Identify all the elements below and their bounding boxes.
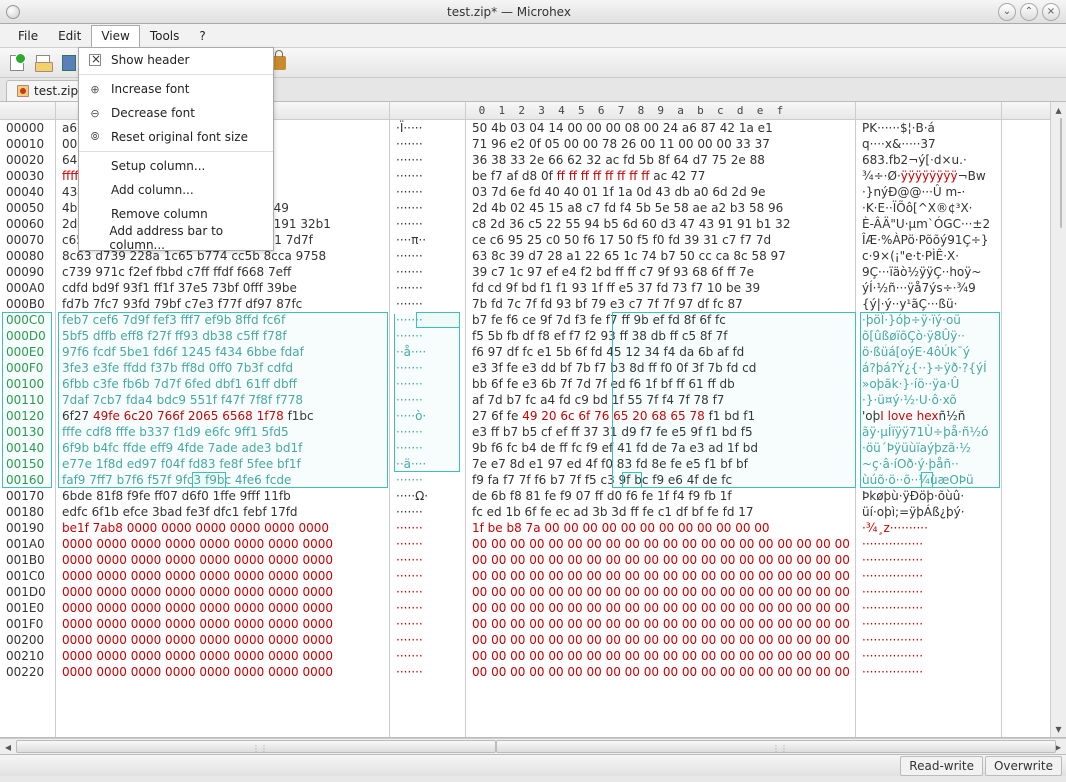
hscroll-thumb-1[interactable]: ⋮⋮ xyxy=(16,740,496,753)
new-file-button[interactable] xyxy=(6,52,28,74)
hscroll-thumb-2[interactable]: ⋮⋮ xyxy=(496,740,1056,753)
save-file-icon xyxy=(62,55,76,71)
file-icon xyxy=(17,85,29,97)
menu-tools[interactable]: Tools xyxy=(140,25,190,47)
menu-separator xyxy=(79,74,273,75)
menu-add-column-label: Add column... xyxy=(111,183,194,197)
header-addr xyxy=(0,102,55,120)
hex-column-2[interactable]: 50 4b 03 04 14 00 00 00 08 00 24 a6 87 4… xyxy=(466,120,855,680)
menu-remove-column-label: Remove column xyxy=(111,207,208,221)
menu-remove-column[interactable]: Remove column xyxy=(79,202,273,226)
header-ascii1 xyxy=(390,102,465,120)
menu-increase-font[interactable]: ⊕ Increase font xyxy=(79,77,273,101)
status-readwrite[interactable]: Read-write xyxy=(900,756,983,776)
menu-add-addr-bar-label: Add address bar to column... xyxy=(109,224,265,252)
menu-add-addr-bar[interactable]: Add address bar to column... xyxy=(79,226,273,250)
menu-decrease-font[interactable]: ⊖ Decrease font xyxy=(79,101,273,125)
header-hex2: 0 1 2 3 4 5 6 7 8 9 a b c d e f xyxy=(466,102,855,120)
menubar: File Edit View Tools ? xyxy=(0,24,1066,48)
menu-setup-column[interactable]: Setup column... xyxy=(79,154,273,178)
header-ascii2 xyxy=(856,102,1001,120)
menu-file[interactable]: File xyxy=(8,25,48,47)
menu-show-header-label: Show header xyxy=(111,53,189,67)
menu-show-header[interactable]: Show header xyxy=(79,48,273,72)
menu-view[interactable]: View xyxy=(91,25,139,47)
tab-label: test.zip* xyxy=(34,84,84,98)
menu-reset-font-label: Reset original font size xyxy=(111,130,248,144)
zoom-out-icon: ⊖ xyxy=(87,105,103,121)
minimize-button[interactable]: ⌄ xyxy=(998,3,1016,21)
zoom-reset-icon: ⦾ xyxy=(87,129,103,145)
ascii-column-2[interactable]: PK······$¦·B·áq····x&·····37683.fb2¬ý[·d… xyxy=(856,120,1001,680)
view-menu-dropdown: Show header ⊕ Increase font ⊖ Decrease fon… xyxy=(78,47,274,251)
horizontal-scrollbar[interactable]: ◂ ⋮⋮ ⋮⋮ ▸ xyxy=(0,738,1066,754)
save-file-button[interactable] xyxy=(58,52,80,74)
address-column: 0000000010000200003000040000500006000070… xyxy=(0,120,55,680)
window-titlebar: test.zip* — Microhex ⌄ ⌃ × xyxy=(0,0,1066,24)
close-button[interactable]: × xyxy=(1042,3,1060,21)
checkbox-icon xyxy=(89,54,101,66)
lock-icon xyxy=(272,56,286,70)
menu-edit[interactable]: Edit xyxy=(48,25,91,47)
zoom-in-icon: ⊕ xyxy=(87,81,103,97)
ascii-column-1[interactable]: ·Ï······································… xyxy=(390,120,465,680)
menu-decrease-font-label: Decrease font xyxy=(111,106,195,120)
menu-setup-column-label: Setup column... xyxy=(111,159,205,173)
open-file-button[interactable] xyxy=(32,52,54,74)
header-rest xyxy=(1002,102,1050,120)
scroll-up-icon[interactable]: ▴ xyxy=(1051,102,1066,118)
scroll-thumb[interactable] xyxy=(1060,118,1062,228)
status-bar: Read-write Overwrite xyxy=(0,754,1066,776)
scroll-down-icon[interactable]: ▾ xyxy=(1051,721,1066,737)
window-title: test.zip* — Microhex xyxy=(24,5,994,19)
menu-add-column[interactable]: Add column... xyxy=(79,178,273,202)
new-file-icon xyxy=(10,55,24,71)
maximize-button[interactable]: ⌃ xyxy=(1020,3,1038,21)
menu-increase-font-label: Increase font xyxy=(111,82,189,96)
menu-reset-font[interactable]: ⦾ Reset original font size xyxy=(79,125,273,149)
app-icon xyxy=(6,5,20,19)
open-file-icon xyxy=(36,55,50,71)
menu-separator xyxy=(79,151,273,152)
scroll-left-icon[interactable]: ◂ xyxy=(0,739,16,754)
status-overwrite[interactable]: Overwrite xyxy=(985,756,1062,776)
menu-help[interactable]: ? xyxy=(189,25,215,47)
vertical-scrollbar[interactable]: ▴ ▾ xyxy=(1050,102,1066,737)
